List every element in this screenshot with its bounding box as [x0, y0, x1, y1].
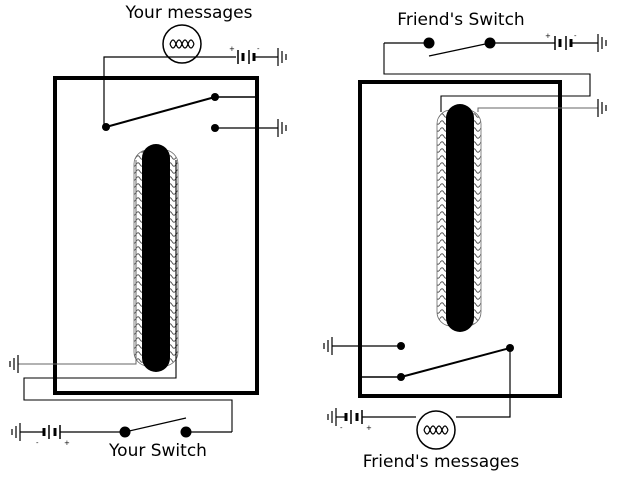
- your-lamp-icon: [162, 24, 202, 64]
- right-frame: [358, 80, 562, 398]
- friends-switch-battery-icon: + -: [545, 32, 577, 50]
- plus-sign: +: [545, 32, 551, 40]
- ground-icon: [277, 119, 287, 137]
- your-lamp-battery-icon: + -: [229, 45, 260, 64]
- minus-sign: -: [257, 45, 260, 53]
- left-station: + -: [9, 24, 287, 447]
- minus-sign: -: [340, 424, 343, 432]
- plus-sign: +: [229, 45, 235, 53]
- your-switch-label: Your Switch: [109, 441, 207, 461]
- left-frame: [53, 76, 259, 395]
- your-switch[interactable]: [119, 417, 192, 438]
- friends-switch-label: Friend's Switch: [397, 10, 525, 30]
- right-station: + -: [323, 32, 607, 450]
- plus-sign: +: [366, 424, 372, 432]
- your-messages-label: Your messages: [125, 3, 253, 23]
- minus-sign: -: [574, 32, 577, 40]
- ground-icon: [323, 337, 333, 355]
- friends-lamp-battery-icon: - +: [340, 410, 372, 432]
- ground-icon: [11, 423, 21, 441]
- plus-sign: +: [64, 439, 70, 447]
- your-switch-battery-icon: - +: [36, 425, 70, 447]
- ground-icon: [597, 99, 607, 117]
- ground-icon: [327, 408, 337, 426]
- ground-icon: [277, 48, 287, 66]
- your-electromagnet: [18, 144, 233, 432]
- friends-lamp-icon: [416, 410, 456, 450]
- ground-icon: [597, 34, 607, 52]
- ground-icon: [9, 355, 19, 373]
- minus-sign: -: [36, 439, 39, 447]
- friends-switch[interactable]: [423, 37, 496, 57]
- friends-electromagnet: [436, 104, 482, 332]
- friends-messages-label: Friend's messages: [362, 452, 520, 472]
